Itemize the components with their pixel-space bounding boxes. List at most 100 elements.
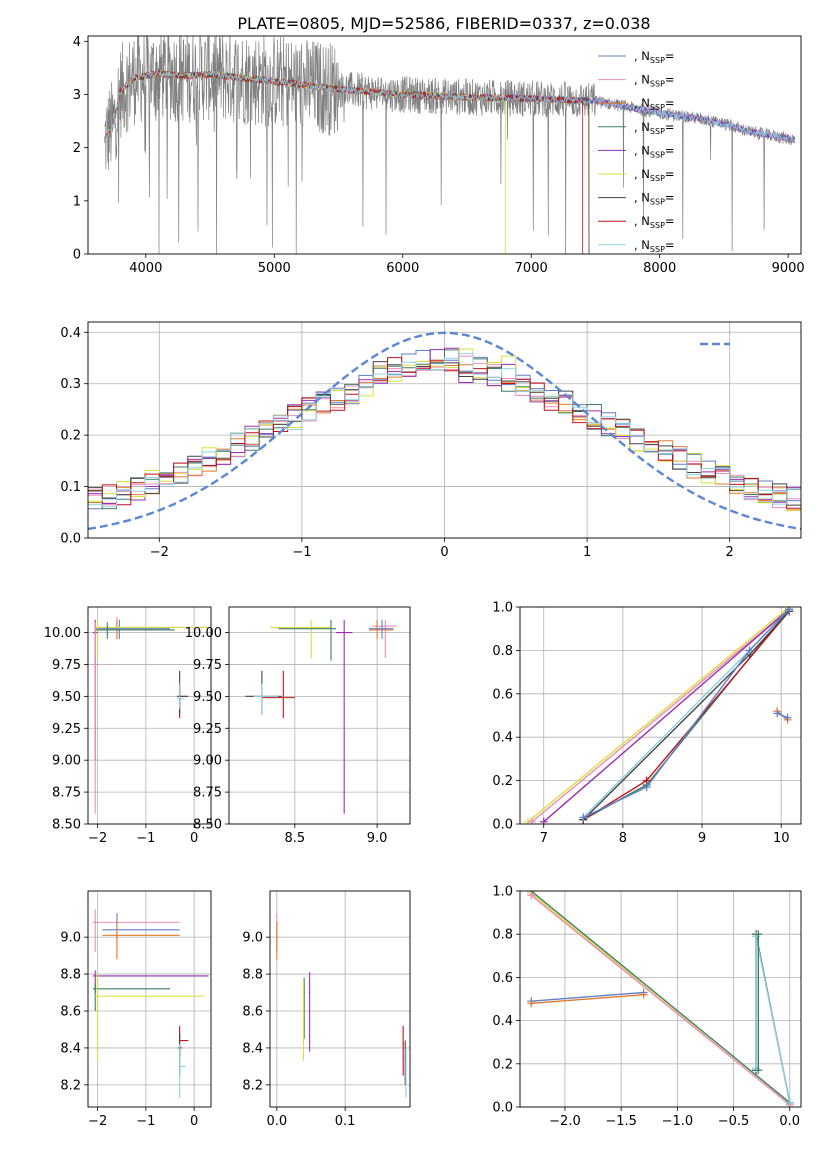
y-tick-label: 0.0 bbox=[60, 532, 81, 547]
legend-eq: = bbox=[665, 96, 675, 110]
weight-line bbox=[531, 994, 644, 1004]
panel-weight_vs_age: 7 8 9 10 0.0 0.2 0.4 0.6 0.8 1.0 bbox=[492, 601, 802, 846]
y-tick-label: 9.50 bbox=[52, 690, 81, 705]
y-tick-label: 8.4 bbox=[60, 1041, 81, 1056]
legend-n-text: , N bbox=[634, 214, 650, 228]
plot-area-age_vs_Z bbox=[92, 617, 209, 814]
weight-line bbox=[530, 894, 791, 1106]
histogram-step bbox=[88, 353, 801, 507]
y-tick-label: 9.25 bbox=[193, 722, 222, 737]
legend-n-text: , N bbox=[634, 49, 650, 63]
y-tick-label: 1.0 bbox=[492, 601, 513, 616]
y-tick-label: 8.50 bbox=[52, 818, 81, 833]
x-tick-label: 8 bbox=[619, 831, 627, 846]
axes-frame bbox=[519, 606, 802, 825]
panel-age_vs_Z: −2 −1 0 8.50 8.75 9.00 9.25 9.50 9.75 10.00 bbox=[44, 606, 212, 846]
x-tick-label: −1.0 bbox=[662, 1114, 694, 1129]
y-tick-label: 8.8 bbox=[60, 968, 81, 983]
y-tick-label: 8.4 bbox=[242, 1041, 263, 1056]
y-tick-label: 2 bbox=[73, 141, 81, 156]
y-tick-label: 8.2 bbox=[60, 1078, 81, 1093]
legend-label: , NSSP= bbox=[634, 214, 675, 230]
spectrum-legend: , NSSP=, NSSP=, NSSP=, NSSP=, NSSP=, NSS… bbox=[598, 49, 675, 254]
weight-line bbox=[543, 608, 790, 823]
axes-frame bbox=[519, 890, 802, 1108]
legend-n-text: , N bbox=[634, 238, 650, 252]
plot-area-mass_vs_Z bbox=[92, 909, 209, 1098]
x-tick-label: −1 bbox=[136, 831, 155, 846]
legend-n-text: , N bbox=[634, 167, 650, 181]
legend-eq: = bbox=[665, 214, 675, 228]
y-tick-label: 8.50 bbox=[193, 818, 222, 833]
legend-subscript: SSP bbox=[650, 245, 665, 254]
legend-subscript: SSP bbox=[650, 198, 665, 207]
y-tick-label: 0.2 bbox=[60, 429, 81, 444]
panel-mass_vs_EBV: 0.0 0.1 8.2 8.4 8.6 8.8 9.0 bbox=[242, 890, 411, 1129]
y-tick-label: 0.0 bbox=[492, 1101, 513, 1116]
weight-line bbox=[527, 607, 790, 823]
weight-line bbox=[531, 991, 644, 1002]
legend-label: , NSSP= bbox=[634, 191, 675, 207]
y-tick-label: 0.8 bbox=[492, 644, 513, 659]
x-tick-label: −1 bbox=[136, 1114, 155, 1129]
y-tick-label: 8.75 bbox=[52, 786, 81, 801]
legend-eq: = bbox=[665, 238, 675, 252]
x-tick-label: −1 bbox=[292, 545, 311, 560]
legend-label: , NSSP= bbox=[634, 49, 675, 65]
legend-subscript: SSP bbox=[650, 56, 665, 65]
axes-frame bbox=[228, 606, 411, 825]
x-tick-label: 6000 bbox=[386, 261, 419, 276]
x-tick-label: 1 bbox=[583, 545, 591, 560]
legend-eq: = bbox=[665, 49, 675, 63]
x-tick-label: 5000 bbox=[258, 261, 291, 276]
spectrum-model-line bbox=[104, 69, 796, 143]
panel-age_vs_mass: 8.5 9.0 8.50 8.75 9.00 9.25 9.50 9.75 10.00 bbox=[185, 606, 411, 846]
x-tick-label: 8000 bbox=[643, 261, 676, 276]
x-tick-label: −2.0 bbox=[549, 1114, 581, 1129]
axes-frame bbox=[87, 321, 802, 539]
x-tick-label: −1.5 bbox=[605, 1114, 637, 1129]
panel-residuals: −2 −1 0 1 2 0.0 0.1 0.2 0.3 0.4 bbox=[60, 321, 802, 560]
plot-area-spectrum bbox=[104, 36, 796, 254]
y-tick-label: 9.0 bbox=[60, 931, 81, 946]
panel-weight_vs_Z: −2.0 −1.5 −1.0 −0.5 0.0 0.0 0.2 0.4 0.6 0.8 1.0 bbox=[492, 885, 802, 1129]
weight-line bbox=[531, 608, 790, 823]
y-tick-label: 0.0 bbox=[492, 818, 513, 833]
y-tick-label: 8.6 bbox=[60, 1005, 81, 1020]
legend-label: , NSSP= bbox=[634, 96, 675, 112]
x-tick-label: 0.0 bbox=[779, 1114, 800, 1129]
y-tick-label: 0.1 bbox=[60, 480, 81, 495]
x-tick-label: 0.1 bbox=[335, 1114, 356, 1129]
y-tick-label: 0.2 bbox=[492, 1057, 513, 1072]
axes-frame bbox=[87, 890, 212, 1108]
legend-n-text: , N bbox=[634, 191, 650, 205]
x-tick-label: 0.0 bbox=[266, 1114, 287, 1129]
legend-subscript: SSP bbox=[650, 103, 665, 112]
x-tick-label: 9 bbox=[698, 831, 706, 846]
y-tick-label: 9.75 bbox=[193, 658, 222, 673]
y-tick-label: 8.6 bbox=[242, 1005, 263, 1020]
y-tick-label: 8.75 bbox=[193, 786, 222, 801]
legend-subscript: SSP bbox=[650, 127, 665, 136]
plot-area-residuals bbox=[88, 331, 801, 531]
y-tick-label: 3 bbox=[73, 88, 81, 103]
y-tick-label: 0.6 bbox=[492, 971, 513, 986]
y-tick-label: 9.00 bbox=[52, 754, 81, 769]
x-tick-label: −2 bbox=[150, 545, 169, 560]
y-tick-label: 0.8 bbox=[492, 928, 513, 943]
x-tick-label: −2 bbox=[88, 1114, 107, 1129]
y-tick-label: 0.4 bbox=[492, 1014, 513, 1029]
legend-label: , NSSP= bbox=[634, 238, 675, 254]
y-tick-label: 9.75 bbox=[52, 658, 81, 673]
y-tick-label: 0.4 bbox=[60, 326, 81, 341]
legend-eq: = bbox=[665, 143, 675, 157]
figure-title: PLATE=0805, MJD=52586, FIBERID=0337, z=0… bbox=[237, 14, 650, 33]
y-tick-label: 8.2 bbox=[242, 1078, 263, 1093]
y-tick-label: 1.0 bbox=[492, 885, 513, 900]
spectrum-data-line bbox=[104, 36, 795, 254]
spectrum-model-line bbox=[104, 69, 506, 254]
x-tick-label: 7 bbox=[540, 831, 548, 846]
y-tick-label: 0.6 bbox=[492, 687, 513, 702]
